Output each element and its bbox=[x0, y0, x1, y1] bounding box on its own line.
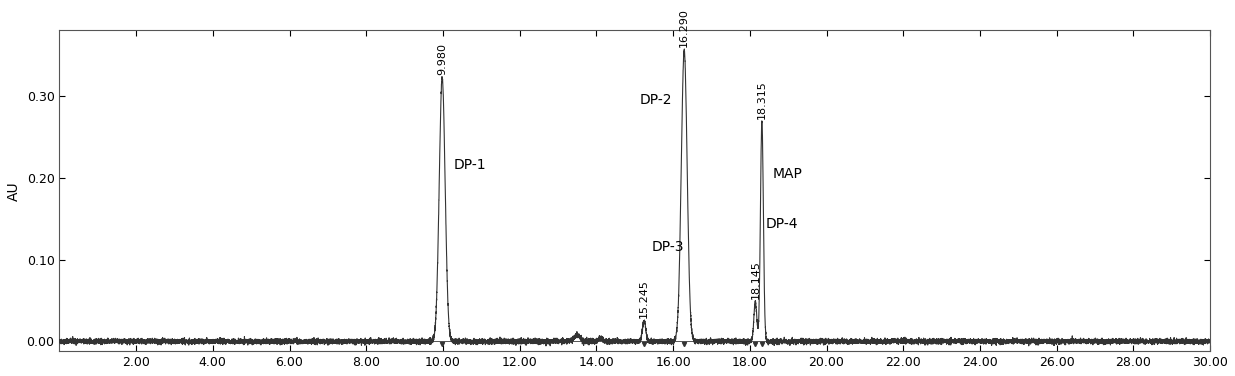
Text: DP-2: DP-2 bbox=[640, 93, 673, 107]
Text: 18.145: 18.145 bbox=[751, 260, 761, 299]
Text: DP-1: DP-1 bbox=[453, 158, 487, 172]
Text: MAP: MAP bbox=[773, 167, 803, 180]
Text: 9.980: 9.980 bbox=[437, 42, 447, 74]
Text: DP-4: DP-4 bbox=[766, 217, 799, 231]
Text: 15.245: 15.245 bbox=[640, 279, 650, 318]
Text: 18.315: 18.315 bbox=[757, 80, 767, 119]
Text: 16.290: 16.290 bbox=[679, 9, 689, 47]
Text: DP-3: DP-3 bbox=[652, 240, 684, 254]
Y-axis label: AU: AU bbox=[7, 181, 21, 200]
